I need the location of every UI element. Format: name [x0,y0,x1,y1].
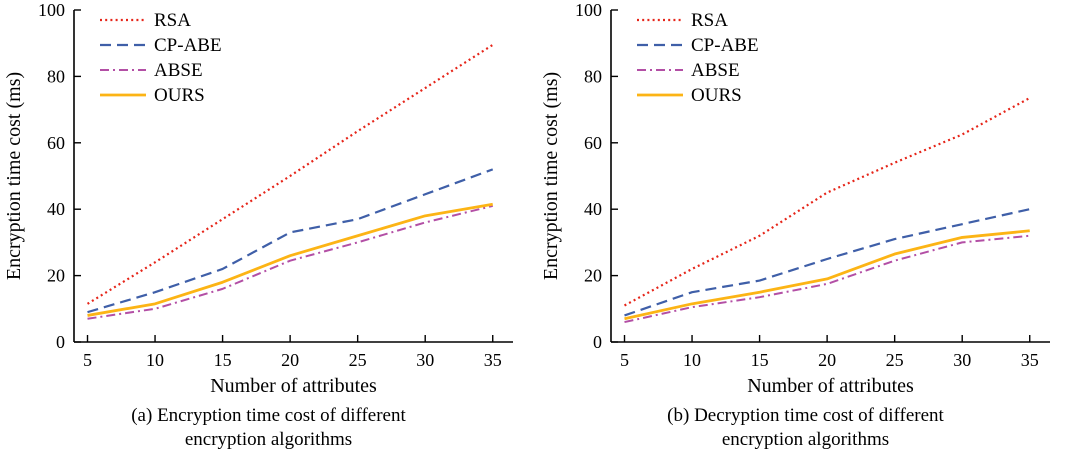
series-line-rsa [623,97,1031,307]
x-tick-label: 15 [751,350,769,370]
y-tick-label: 0 [593,332,602,352]
y-tick-label: 20 [584,266,602,286]
caption-b: (b) Decryption time cost of different en… [667,404,944,452]
chart-b-canvas: 5 10 15 20 25 30 35 0 20 40 60 80 100 Number of attri… [540,0,1050,397]
x-axis-label: Number of attributes [747,375,914,397]
legend-label-cp-abe: CP-ABE [691,35,759,56]
x-tick-label: 5 [620,350,629,370]
x-tick-label: 10 [146,350,164,370]
series-line-abse [624,234,1030,324]
legend-label-rsa: RSA [691,10,728,31]
y-axis-label: Encryption time cost (ms) [3,72,25,280]
caption-a: (a) Encryption time cost of different en… [131,404,406,452]
x-tick-label: 15 [214,350,232,370]
x-tick-label: 30 [416,350,434,370]
legend-label-cp-abe: CP-ABE [154,35,222,56]
x-tick-label: 35 [484,350,502,370]
caption-b-line2: encryption algorithms [721,428,890,450]
y-tick-label: 100 [575,0,602,20]
y-axis-label: Encryption time cost (ms) [540,72,562,280]
y-tick-label: 80 [584,66,602,86]
x-axis-label: Number of attributes [210,375,377,397]
legend-label-ours: OURS [691,85,742,106]
y-tick-label: 0 [56,332,65,352]
legend-label-abse: ABSE [691,60,740,81]
x-tick-label: 25 [886,350,904,370]
x-tick-label: 25 [349,350,367,370]
legend-label-rsa: RSA [154,10,191,31]
x-tick-label: 35 [1021,350,1039,370]
y-tick-label: 80 [47,66,65,86]
series-line-ours [624,229,1030,321]
series-line-rsa [86,43,494,305]
series-line-cp-abe [624,208,1030,317]
caption-b-line1: (b) Decryption time cost of different [667,405,944,426]
legend-label-ours: OURS [154,85,205,106]
series-line-ours [87,202,493,317]
chart-a-canvas: 5 10 15 20 25 30 35 0 20 40 60 80 100 Number of attri… [3,0,513,397]
figure-row: 5 10 15 20 25 30 35 0 20 40 60 80 100 Number of attri… [0,0,1074,452]
y-tick-label: 40 [47,199,65,219]
figure-b: 5 10 15 20 25 30 35 0 20 40 60 80 100 Number of attri… [537,0,1074,452]
series-line-cp-abe [87,168,494,314]
x-tick-label: 5 [83,350,92,370]
caption-a-line1: (a) Encryption time cost of different [131,405,406,426]
figure-a: 5 10 15 20 25 30 35 0 20 40 60 80 100 Number of attri… [0,0,537,452]
y-tick-label: 20 [47,266,65,286]
x-tick-label: 30 [953,350,971,370]
series-line-abse [87,204,493,320]
x-tick-label: 20 [281,350,299,370]
legend-label-abse: ABSE [154,60,203,81]
y-tick-label: 40 [584,199,602,219]
x-tick-label: 20 [818,350,836,370]
y-tick-label: 60 [47,133,65,153]
y-tick-label: 60 [584,133,602,153]
x-tick-label: 10 [683,350,701,370]
y-tick-label: 100 [38,0,65,20]
caption-a-line2: encryption algorithms [184,428,353,450]
